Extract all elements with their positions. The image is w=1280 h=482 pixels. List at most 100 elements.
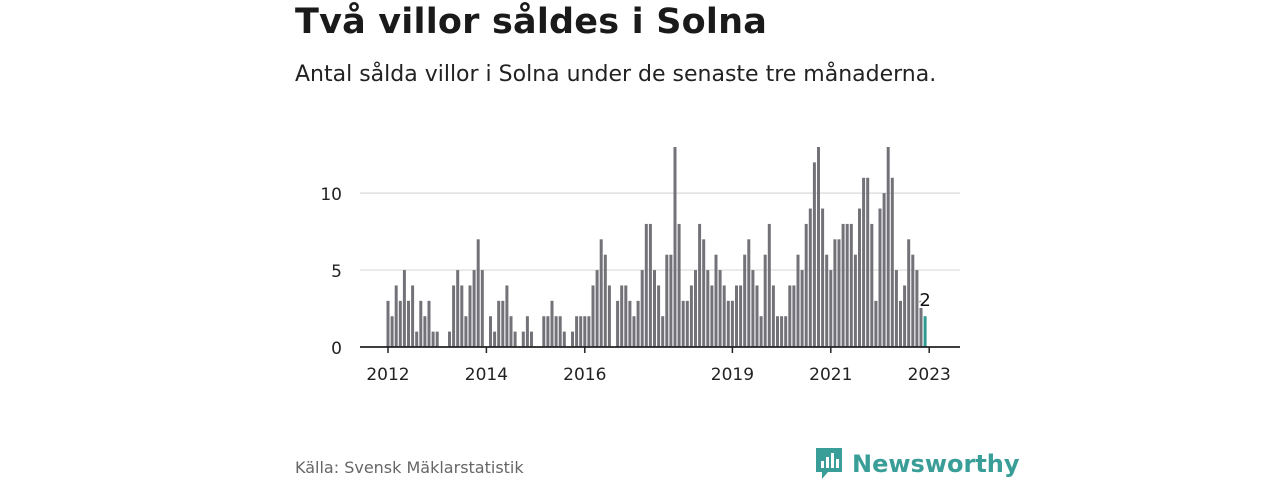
bar bbox=[878, 208, 882, 347]
x-tick-label: 2021 bbox=[809, 365, 852, 385]
bar bbox=[718, 270, 722, 347]
bar bbox=[419, 300, 423, 347]
bar bbox=[817, 147, 820, 347]
bar bbox=[890, 177, 894, 347]
bar bbox=[808, 208, 812, 347]
bar bbox=[886, 147, 890, 347]
bar bbox=[694, 270, 697, 347]
bar bbox=[653, 270, 656, 347]
bar bbox=[689, 285, 693, 347]
bar bbox=[751, 270, 755, 347]
bar bbox=[919, 300, 923, 347]
bar bbox=[394, 285, 398, 347]
bar bbox=[665, 254, 669, 347]
bar bbox=[706, 270, 710, 347]
bar bbox=[398, 300, 402, 347]
data-label: 2 bbox=[919, 290, 930, 311]
bar bbox=[603, 254, 607, 347]
y-tick-label: 5 bbox=[331, 262, 342, 282]
bar bbox=[812, 162, 816, 347]
bar bbox=[747, 239, 751, 347]
bar bbox=[763, 254, 767, 347]
bar bbox=[841, 223, 845, 347]
bar bbox=[673, 147, 677, 347]
bar bbox=[632, 316, 636, 347]
bar bbox=[739, 285, 743, 347]
bar bbox=[505, 285, 509, 347]
bar bbox=[636, 300, 640, 347]
bar bbox=[714, 254, 718, 347]
bar bbox=[845, 223, 849, 347]
bar bbox=[620, 285, 624, 347]
bar bbox=[464, 316, 468, 347]
bar bbox=[648, 223, 652, 347]
bar bbox=[472, 270, 476, 347]
bar bbox=[501, 300, 505, 347]
bar bbox=[640, 270, 644, 347]
chart-subtitle: Antal sålda villor i Solna under de sena… bbox=[295, 62, 937, 87]
bar bbox=[800, 270, 804, 347]
bar bbox=[415, 331, 419, 347]
bar bbox=[571, 331, 574, 347]
brand-name: Newsworthy bbox=[852, 450, 1020, 478]
bar bbox=[874, 300, 878, 347]
bar bbox=[476, 239, 480, 347]
bar bbox=[435, 331, 439, 347]
bar bbox=[599, 239, 603, 347]
bar bbox=[870, 223, 874, 347]
bar-chart-icon bbox=[816, 448, 842, 479]
bar bbox=[591, 285, 595, 347]
bar bbox=[907, 239, 911, 347]
bar bbox=[452, 285, 456, 347]
bar bbox=[792, 285, 796, 347]
bar bbox=[407, 300, 410, 347]
bar-chart: 0 5 10 2012 2014 2016 2019 2021 2023 2 bbox=[320, 147, 960, 385]
bar bbox=[546, 316, 550, 347]
bar bbox=[788, 285, 792, 347]
bar bbox=[915, 270, 919, 347]
bar bbox=[521, 331, 525, 347]
bar bbox=[427, 300, 431, 347]
bar bbox=[480, 270, 484, 347]
bar bbox=[825, 254, 829, 347]
bar bbox=[657, 285, 661, 347]
bar bbox=[681, 300, 685, 347]
bar bbox=[390, 316, 394, 347]
bar bbox=[542, 316, 546, 347]
x-tick-label: 2023 bbox=[908, 365, 951, 385]
bar bbox=[607, 285, 611, 347]
bar bbox=[456, 270, 460, 347]
newsworthy-logo[interactable]: Newsworthy bbox=[814, 446, 1020, 482]
bar bbox=[899, 300, 902, 347]
chart-title: Två villor såldes i Solna bbox=[295, 2, 768, 42]
bar bbox=[558, 316, 562, 347]
bar bbox=[698, 223, 702, 347]
x-tick-label: 2019 bbox=[711, 365, 754, 385]
bar bbox=[923, 316, 927, 347]
bar bbox=[644, 223, 648, 347]
bar bbox=[513, 331, 517, 347]
bar bbox=[583, 316, 587, 347]
bar bbox=[562, 331, 566, 347]
bar bbox=[853, 254, 857, 347]
bar bbox=[423, 316, 427, 347]
y-tick-label: 0 bbox=[331, 339, 342, 359]
bar bbox=[894, 270, 898, 347]
x-tick-label: 2012 bbox=[366, 365, 409, 385]
bar bbox=[882, 193, 886, 347]
bar bbox=[575, 316, 579, 347]
y-tick-label: 10 bbox=[320, 185, 342, 205]
bar bbox=[661, 316, 665, 347]
bar bbox=[804, 223, 808, 347]
bar bbox=[755, 285, 759, 347]
bar bbox=[402, 270, 406, 347]
bar bbox=[579, 316, 583, 347]
bar bbox=[448, 331, 451, 347]
bar bbox=[735, 285, 738, 347]
bar bbox=[726, 300, 730, 347]
bar bbox=[702, 239, 706, 347]
bar bbox=[497, 300, 501, 347]
bar bbox=[776, 316, 779, 347]
bar bbox=[550, 300, 554, 347]
bar bbox=[386, 300, 390, 347]
